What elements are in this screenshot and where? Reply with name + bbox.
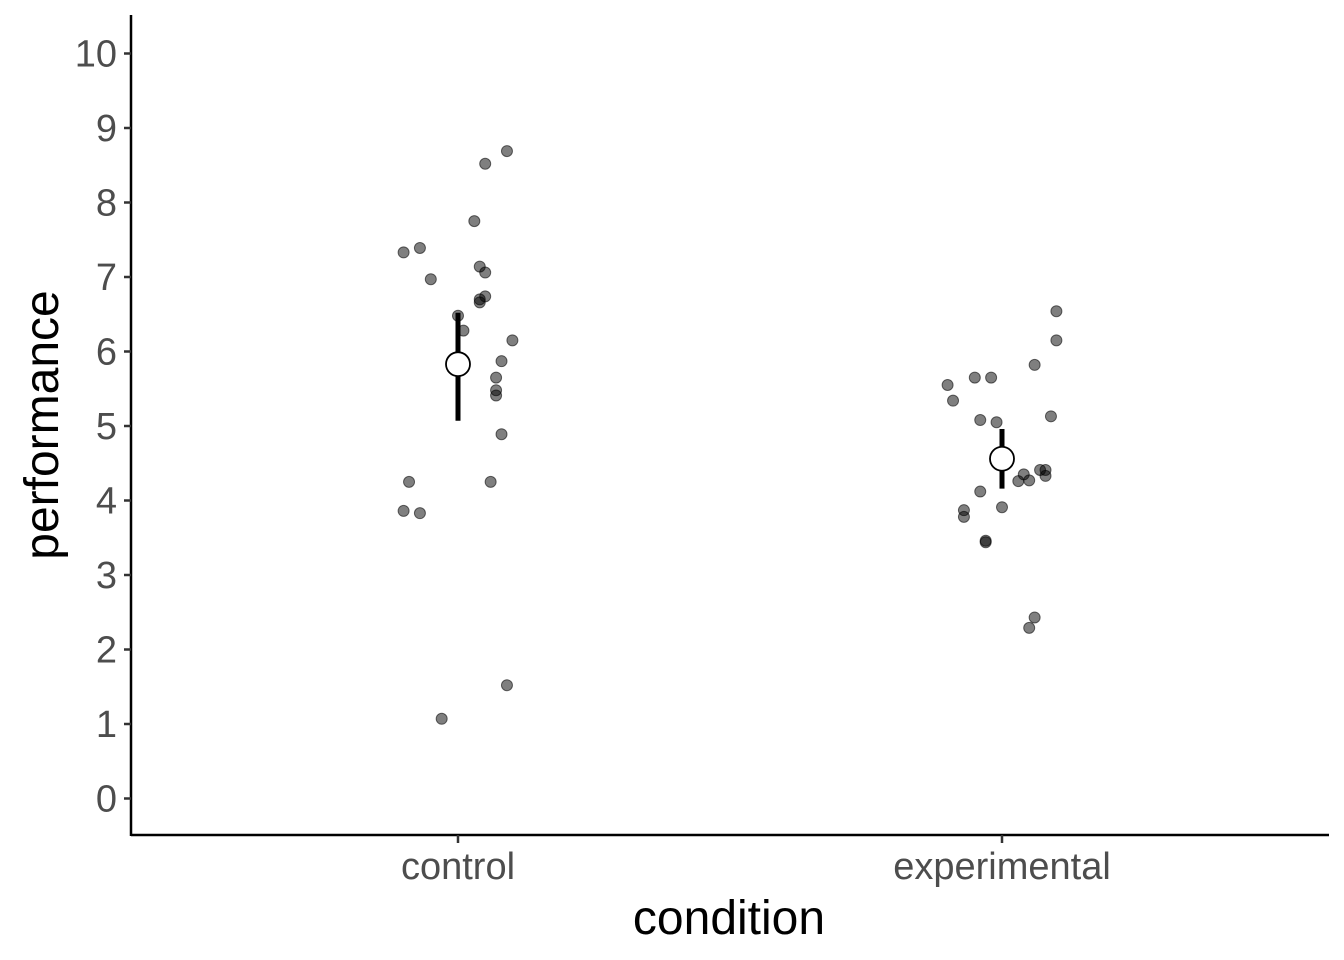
- x-axis-title: condition: [633, 892, 825, 945]
- data-point: [424, 273, 437, 286]
- data-point: [1028, 611, 1041, 624]
- y-tick-label: 7: [96, 257, 117, 299]
- data-point: [985, 371, 998, 384]
- data-point: [397, 246, 410, 259]
- data-point: [957, 510, 970, 523]
- data-point: [413, 507, 426, 520]
- data-point: [996, 501, 1008, 514]
- data-point: [484, 475, 497, 488]
- data-point: [397, 504, 410, 517]
- data-point: [1028, 358, 1041, 371]
- data-point: [1023, 621, 1036, 634]
- y-tick-label: 0: [96, 779, 117, 821]
- data-point: [500, 145, 513, 158]
- data-point: [1039, 469, 1052, 482]
- data-point: [1050, 334, 1063, 347]
- data-point: [490, 389, 503, 402]
- y-tick-label: 9: [96, 108, 117, 150]
- data-point: [506, 334, 519, 347]
- y-tick-label: 6: [96, 332, 117, 374]
- data-point: [490, 371, 503, 384]
- x-tick-label-experimental: experimental: [893, 846, 1111, 888]
- y-tick-label: 2: [96, 630, 117, 672]
- y-tick-label: 3: [96, 555, 117, 597]
- x-tick-label-control: control: [401, 846, 515, 888]
- y-axis-title: performance: [16, 290, 69, 559]
- data-point: [990, 416, 1003, 429]
- data-point: [968, 371, 981, 384]
- data-point: [1023, 474, 1036, 487]
- data-point: [479, 157, 492, 170]
- data-point: [947, 394, 960, 407]
- data-points: [397, 145, 1063, 725]
- y-tick-label: 8: [96, 183, 117, 225]
- data-point: [413, 241, 426, 254]
- data-point: [495, 355, 508, 368]
- data-point: [1012, 475, 1025, 488]
- data-point: [979, 536, 992, 549]
- data-point: [974, 485, 987, 498]
- data-point: [1044, 410, 1057, 423]
- data-point: [473, 296, 486, 309]
- data-point: [500, 679, 513, 692]
- summary-markers: [445, 312, 1015, 489]
- mean-point-experimental: [989, 445, 1015, 472]
- data-point: [1050, 305, 1063, 318]
- data-point: [435, 712, 448, 725]
- data-point: [479, 266, 492, 279]
- x-axis-ticks: control experimental: [401, 835, 1111, 888]
- y-tick-label: 5: [96, 406, 117, 448]
- data-point: [403, 475, 416, 488]
- y-axis-ticks: 0 1 2 3 4 5 6 7 8 9 10: [75, 34, 131, 821]
- y-tick-label: 10: [75, 34, 117, 76]
- data-point: [468, 215, 481, 228]
- mean-point-control: [445, 351, 471, 378]
- y-tick-label: 4: [96, 481, 117, 523]
- data-point: [495, 428, 508, 441]
- data-point: [974, 414, 987, 427]
- y-tick-label: 1: [96, 704, 117, 746]
- data-point: [941, 379, 954, 392]
